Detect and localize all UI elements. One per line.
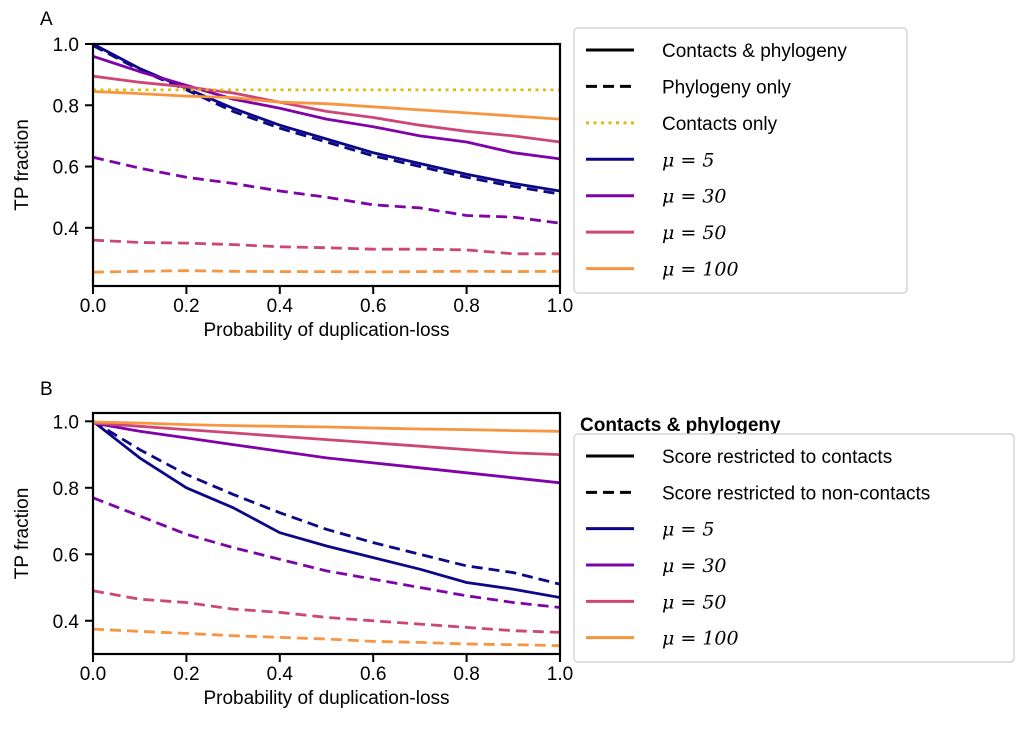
series-line-mu5-solid <box>93 420 560 599</box>
legend-label: μ = 100 <box>662 628 739 650</box>
series-line-mu100-dashed <box>93 627 560 648</box>
x-tick-label: 0.8 <box>453 664 479 685</box>
y-tick-label: 0.8 <box>53 479 79 500</box>
series-line-mu30-dashed <box>93 155 560 225</box>
panel-B: B 0.0 0.2 0.4 0.6 0.8 1.0 0.4 0.6 0.8 1.0 Probabili… <box>12 379 1015 709</box>
series-line-mu30-solid <box>93 54 560 161</box>
legend-label: Contacts only <box>662 114 778 135</box>
legend-label: Score restricted to contacts <box>662 447 892 468</box>
series-line-mu30-solid <box>93 421 560 485</box>
x-tick-label: 1.0 <box>547 296 573 317</box>
series-line-mu50-dashed <box>93 589 560 634</box>
legend-title: Contacts & phylogeny <box>580 415 781 436</box>
x-axis-label: Probability of duplication-loss <box>203 320 449 341</box>
plot-frame <box>91 42 562 288</box>
legend-label: μ = 5 <box>662 149 714 171</box>
x-tick-label: 1.0 <box>547 664 573 685</box>
y-tick-label: 0.6 <box>53 545 79 566</box>
series-line-mu5-dashed <box>93 44 560 196</box>
y-tick-label: 0.4 <box>53 612 80 633</box>
panel-A: A 0.0 0.2 0.4 0.6 0.8 1.0 0.4 0.6 0.8 1.0 Probabili… <box>12 9 908 341</box>
x-tick-label: 0.0 <box>80 664 106 685</box>
x-tick-label: 0.6 <box>360 296 386 317</box>
series-line-mu5-solid <box>93 42 560 193</box>
y-axis-label: TP fraction <box>12 119 33 211</box>
y-tick-label: 0.4 <box>53 219 80 240</box>
series-line-mu50-dashed <box>93 238 560 256</box>
panel-letter: A <box>40 9 53 30</box>
legend-label: Score restricted to non-contacts <box>662 483 930 504</box>
series-line-mu100-solid <box>93 420 560 433</box>
legend-box <box>573 27 908 294</box>
x-tick-label: 0.2 <box>173 296 199 317</box>
legend-label: μ = 30 <box>662 555 727 577</box>
legend-label: μ = 50 <box>662 591 727 613</box>
series-line-mu50-solid <box>93 74 560 144</box>
legend-label: μ = 5 <box>662 519 714 541</box>
plot-frame <box>91 411 562 656</box>
x-tick-label: 0.8 <box>453 296 479 317</box>
y-tick-label: 0.6 <box>53 158 79 179</box>
series-line-mu100-solid <box>93 90 560 121</box>
legend-label: μ = 30 <box>662 186 727 208</box>
x-tick-label: 0.0 <box>80 296 106 317</box>
y-axis-label: TP fraction <box>12 488 33 580</box>
x-axis-label: Probability of duplication-loss <box>203 688 449 709</box>
legend-label: μ = 50 <box>662 222 727 244</box>
series-line-mu30-dashed <box>93 496 560 609</box>
series-line-mu5-dashed <box>93 420 560 586</box>
series-line-mu50-solid <box>93 421 560 456</box>
series-line-mu100-dashed <box>93 269 560 274</box>
x-tick-label: 0.4 <box>267 296 294 317</box>
series-group <box>93 420 560 648</box>
y-tick-label: 0.8 <box>53 96 79 117</box>
legend-label: Contacts & phylogeny <box>662 41 847 62</box>
x-tick-label: 0.6 <box>360 664 386 685</box>
x-tick-label: 0.2 <box>173 664 199 685</box>
y-tick-label: 1.0 <box>53 412 79 433</box>
y-tick-label: 1.0 <box>53 35 79 56</box>
legend-label: μ = 100 <box>662 259 739 281</box>
x-tick-label: 0.4 <box>267 664 294 685</box>
legend-box <box>573 433 1015 663</box>
series-group <box>93 42 560 274</box>
legend-label: Phylogeny only <box>662 77 791 98</box>
panel-letter: B <box>40 379 53 400</box>
